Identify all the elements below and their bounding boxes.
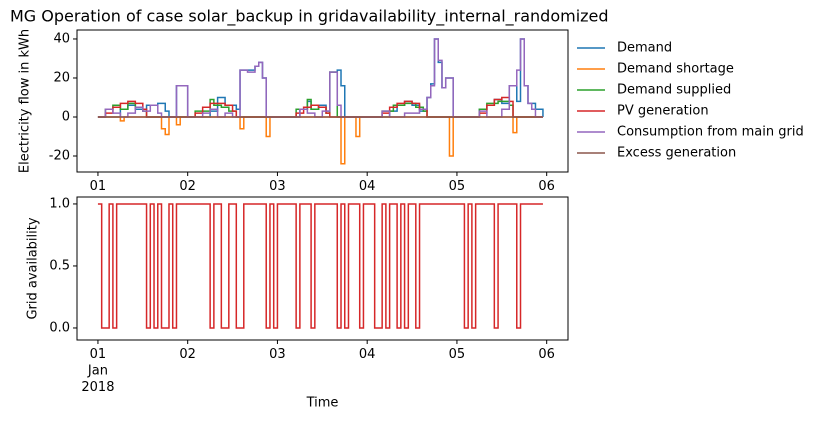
x-tick-line: 05 [449,347,466,362]
x-tick-line: Jan [87,363,108,378]
legend-label: PV generation [617,104,709,119]
x-tick-label: 01 Jan 2018 [81,347,114,395]
legend-label: Consumption from main grid [617,125,804,140]
y-tick-label: 0.5 [49,258,70,273]
y-tick-label: 0 [62,109,70,124]
x-tick-line: 04 [359,347,376,362]
x-tick-label: 04 [359,347,376,362]
axes-frame [76,196,569,341]
y-axis-label: Electricity flow in kWh [18,29,33,173]
legend-label: Demand shortage [617,62,734,77]
x-tick-label: 04 [359,179,376,194]
x-tick-line: 06 [538,347,555,362]
chart-title: MG Operation of case solar_backup in gri… [10,7,609,27]
x-tick-label: 05 [449,179,466,194]
x-tick-line: 03 [269,347,286,362]
y-tick-label: 40 [53,31,70,46]
x-tick-label: 02 [179,179,196,194]
x-tick-line: 06 [538,179,555,194]
axes-frame [76,29,569,173]
x-tick-line: 02 [179,347,196,362]
x-tick-line: 02 [179,179,196,194]
y-tick-label: 0.0 [49,320,70,335]
x-tick-label: 03 [269,179,286,194]
y-axis-label: Grid availability [26,217,41,319]
x-axis-label: Time [306,396,339,411]
y-tick-label: -20 [49,149,70,164]
x-tick-label: 01 [90,179,107,194]
x-tick-line: 03 [269,179,286,194]
series-line [97,38,544,118]
x-tick-label: 06 [538,179,555,194]
series-line [97,203,543,329]
y-tick-label: 1.0 [49,196,70,211]
x-tick-line: 2018 [81,380,114,395]
x-tick-label: 05 [449,347,466,362]
x-tick-line: 01 [90,347,107,362]
x-tick-line: 04 [359,179,376,194]
series-line [97,116,543,165]
y-tick-label: 20 [53,70,70,85]
x-tick-label: 06 [538,347,555,362]
legend-label: Demand supplied [617,83,731,98]
legend-label: Excess generation [617,146,736,161]
legend-label: Demand [617,41,672,56]
x-tick-line: 05 [449,179,466,194]
x-tick-line: 01 [90,179,107,194]
x-tick-label: 03 [269,347,286,362]
x-tick-label: 02 [179,347,196,362]
